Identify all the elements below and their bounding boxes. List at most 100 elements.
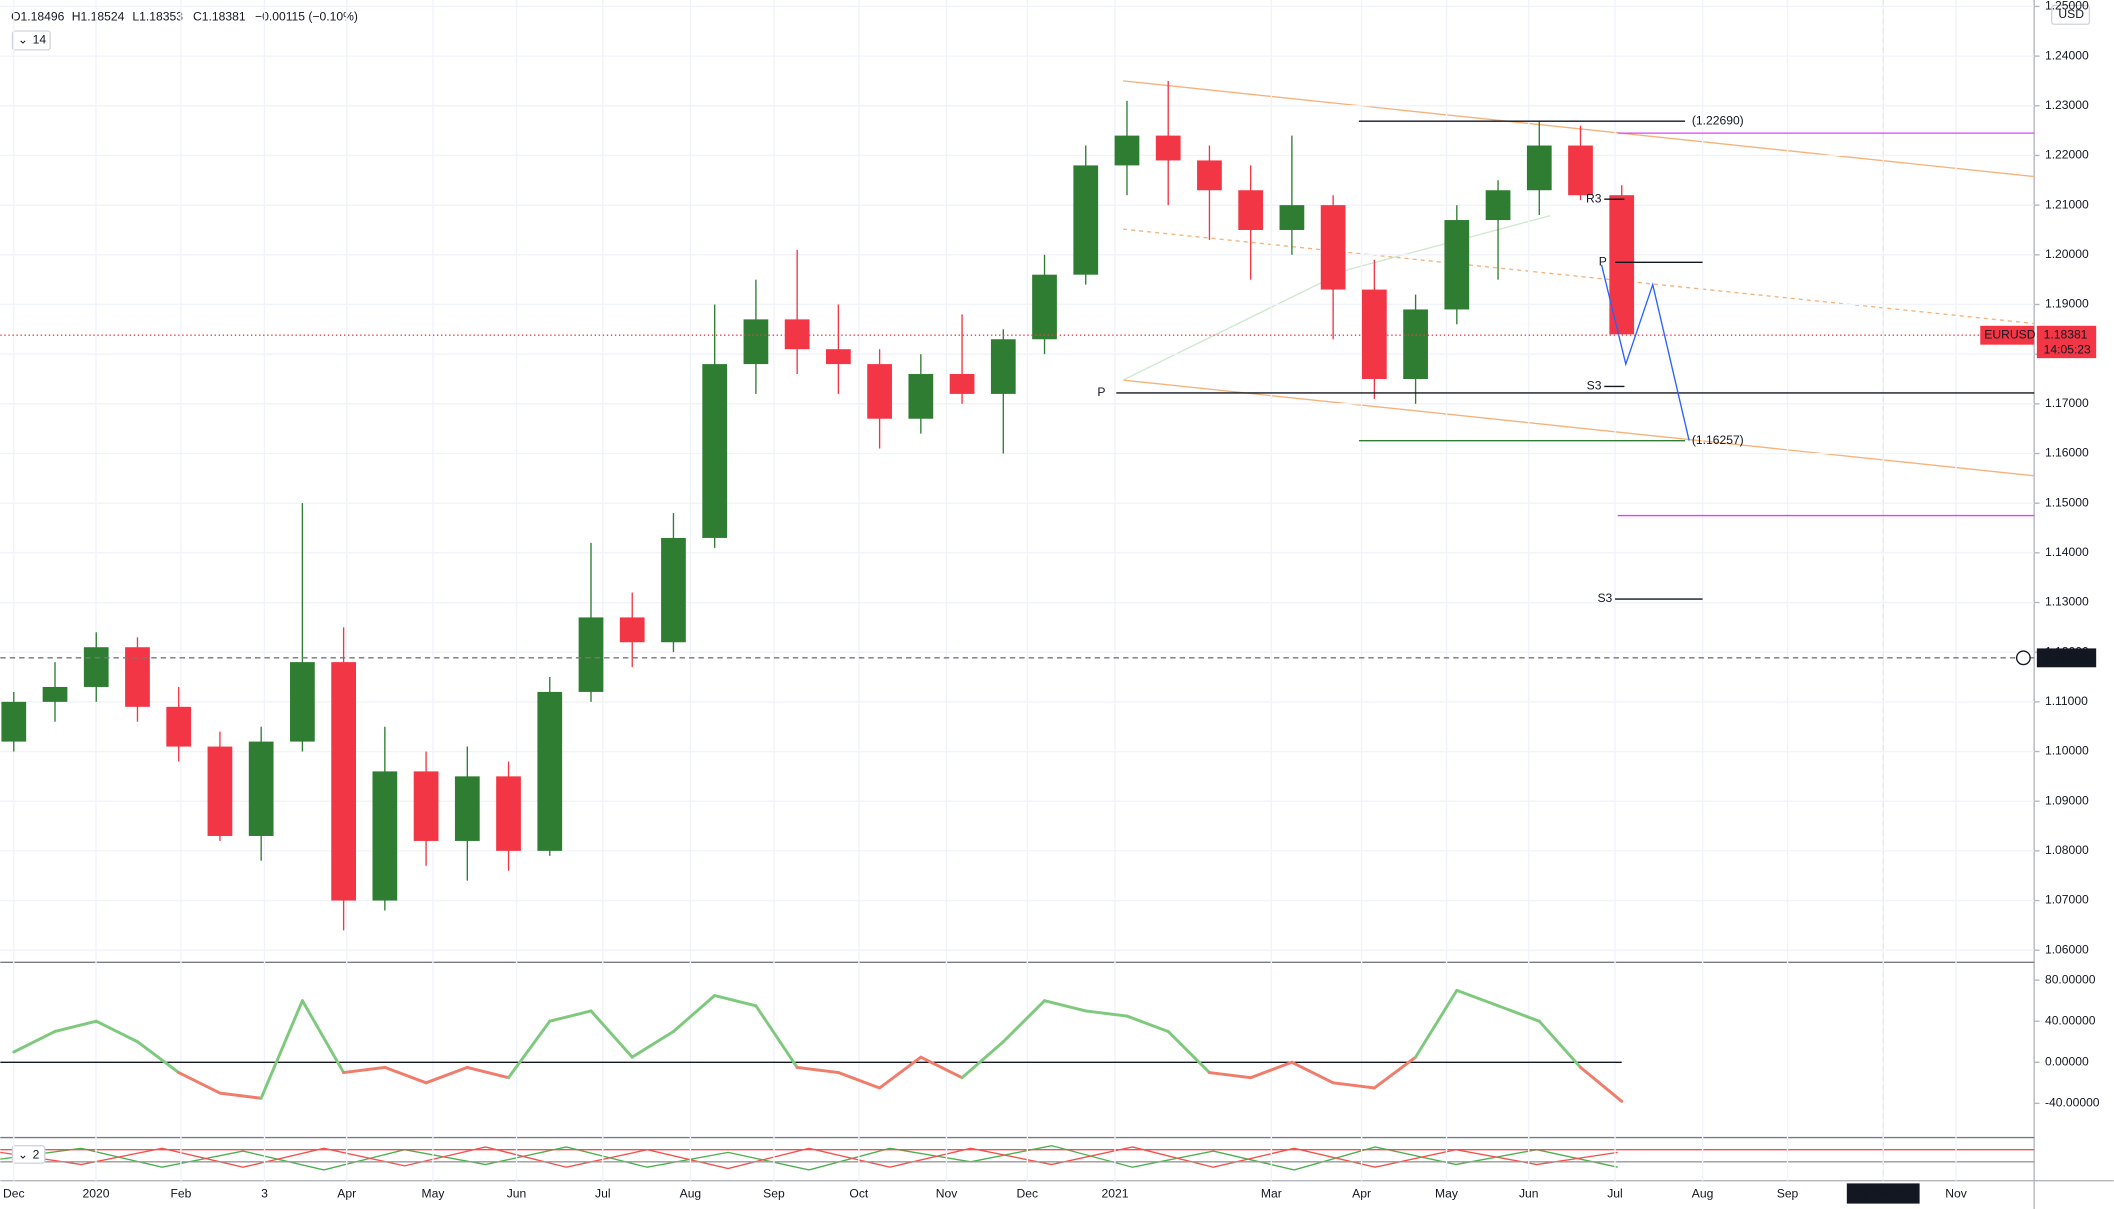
candle-body <box>42 686 68 702</box>
candle-body <box>867 364 892 419</box>
candle-body <box>1279 205 1305 230</box>
oscillator-segment <box>94 1019 139 1044</box>
x-tick-label: Nov <box>936 1186 958 1200</box>
x-tick-label: Feb <box>170 1186 191 1200</box>
price-tag <box>2036 325 2097 359</box>
candle-body <box>1155 135 1181 161</box>
y-tick-label: 1.24000 <box>2045 48 2089 62</box>
x-tick-label: Aug <box>1692 1186 1714 1200</box>
candle-body <box>1197 160 1222 191</box>
x-tick-label: Oct <box>849 1186 868 1200</box>
x-tick-label: Dec <box>3 1186 25 1200</box>
candle-body <box>248 741 274 836</box>
candle-body <box>949 374 975 394</box>
y-tick-label: 1.25000 <box>2045 0 2089 13</box>
candle-body <box>290 662 315 742</box>
candle-body <box>537 691 563 851</box>
oscillator-segment <box>1290 1060 1335 1085</box>
x-tick-label: Jun <box>1519 1186 1539 1200</box>
x-tick-label: Jul <box>1607 1186 1623 1200</box>
y-tick-label: 1.20000 <box>2045 247 2089 261</box>
currency-button[interactable] <box>2051 4 2091 25</box>
x-tick-label: Mar <box>1261 1186 1282 1200</box>
y-tick-label: 0.00000 <box>2045 1054 2089 1068</box>
level-label: (1.22690) <box>1692 113 1744 127</box>
candle-body <box>661 537 686 643</box>
oscillator-segment <box>960 1040 1005 1080</box>
candle-body <box>1361 289 1387 379</box>
candle-body <box>826 349 851 365</box>
candle-body <box>619 617 645 643</box>
oscillator-segment <box>671 994 717 1033</box>
candle-body <box>1568 145 1593 196</box>
oscillator-segment <box>1207 1071 1253 1080</box>
candle-body <box>413 771 439 841</box>
forecast-path <box>1600 264 1690 441</box>
y-tick-label: -40.00000 <box>2045 1096 2100 1110</box>
ohlc-low: L1.18353 <box>132 10 183 24</box>
oscillator-segment <box>507 1019 552 1080</box>
x-tick-label: Nov <box>1945 1186 1967 1200</box>
indicator-param: 2 <box>33 1147 40 1161</box>
oscillator-segment <box>1001 999 1047 1044</box>
price-label: 1.18381 <box>2044 327 2088 341</box>
oscillator-segment <box>1455 988 1500 1008</box>
oscillator-segment <box>1084 1009 1129 1018</box>
level-label: (1.16257) <box>1692 433 1744 447</box>
y-tick-label: 1.14000 <box>2045 545 2089 559</box>
y-tick-label: 1.21000 <box>2045 197 2089 211</box>
moving-average <box>1122 215 1551 381</box>
candle-body <box>372 771 398 901</box>
x-tick-label: Apr <box>337 1186 356 1200</box>
oscillator-segment <box>548 1009 593 1023</box>
ohlc-open: O1.18496 <box>11 10 65 24</box>
candle-body <box>1114 135 1140 166</box>
candle-body <box>1032 274 1057 340</box>
candle-body <box>1485 190 1511 221</box>
oscillator-segment <box>836 1071 882 1090</box>
level-label: P <box>1599 254 1607 268</box>
candle-body <box>331 662 356 901</box>
indicator-toggle[interactable] <box>11 1144 46 1164</box>
y-tick-label: 40.00000 <box>2045 1013 2096 1027</box>
ohlc-close: C1.18381 <box>193 10 246 24</box>
candle-body <box>496 776 521 851</box>
y-tick-label: 1.13000 <box>2045 595 2089 609</box>
x-tick-label: Aug <box>680 1186 702 1200</box>
y-tick-label: 1.07000 <box>2045 893 2089 907</box>
y-tick-label: 1.17000 <box>2045 396 2089 410</box>
candle-body <box>743 319 769 365</box>
x-tick-label: Apr <box>1352 1186 1371 1200</box>
x-tick-label: Sep <box>763 1186 785 1200</box>
x-tick-label: 2020 <box>83 1186 110 1200</box>
candle-body <box>125 647 150 707</box>
oscillator-segment <box>1043 999 1088 1013</box>
oscillator-segment <box>1537 1019 1582 1069</box>
x-tick-label: Sep <box>1777 1186 1799 1200</box>
oscillator-segment <box>53 1019 98 1033</box>
oscillator-segment <box>589 1009 634 1059</box>
x-tick-label: 05 Oct '21 <box>1856 1186 1911 1200</box>
oscillator-segment <box>1414 988 1459 1059</box>
candle-body <box>166 706 192 747</box>
indicator-toggle[interactable] <box>11 30 51 51</box>
crosshair-tag <box>2036 648 2097 668</box>
y-tick-label: 1.08000 <box>2045 843 2089 857</box>
level-label: R3 <box>1586 191 1602 205</box>
level-label: S3 <box>1587 379 1602 393</box>
ohlc-change: −0.00115 (−0.10%) <box>255 10 358 24</box>
symbol-label: EURUSD <box>1984 327 2035 341</box>
time-highlight <box>1846 1183 1920 1204</box>
oscillator-segment <box>218 1091 263 1100</box>
indicator-line <box>0 1144 1618 1171</box>
y-tick-label: 1.11000 <box>2045 694 2088 708</box>
candle-body <box>1320 205 1346 290</box>
oscillator-segment <box>713 994 758 1008</box>
candle-body <box>1 701 27 742</box>
candle-body <box>1403 309 1428 379</box>
indicator-line <box>0 1146 1618 1170</box>
oscillator-segment <box>919 1055 964 1080</box>
oscillator-segment <box>300 999 346 1075</box>
ohlc-high: H1.18524 <box>72 10 125 24</box>
